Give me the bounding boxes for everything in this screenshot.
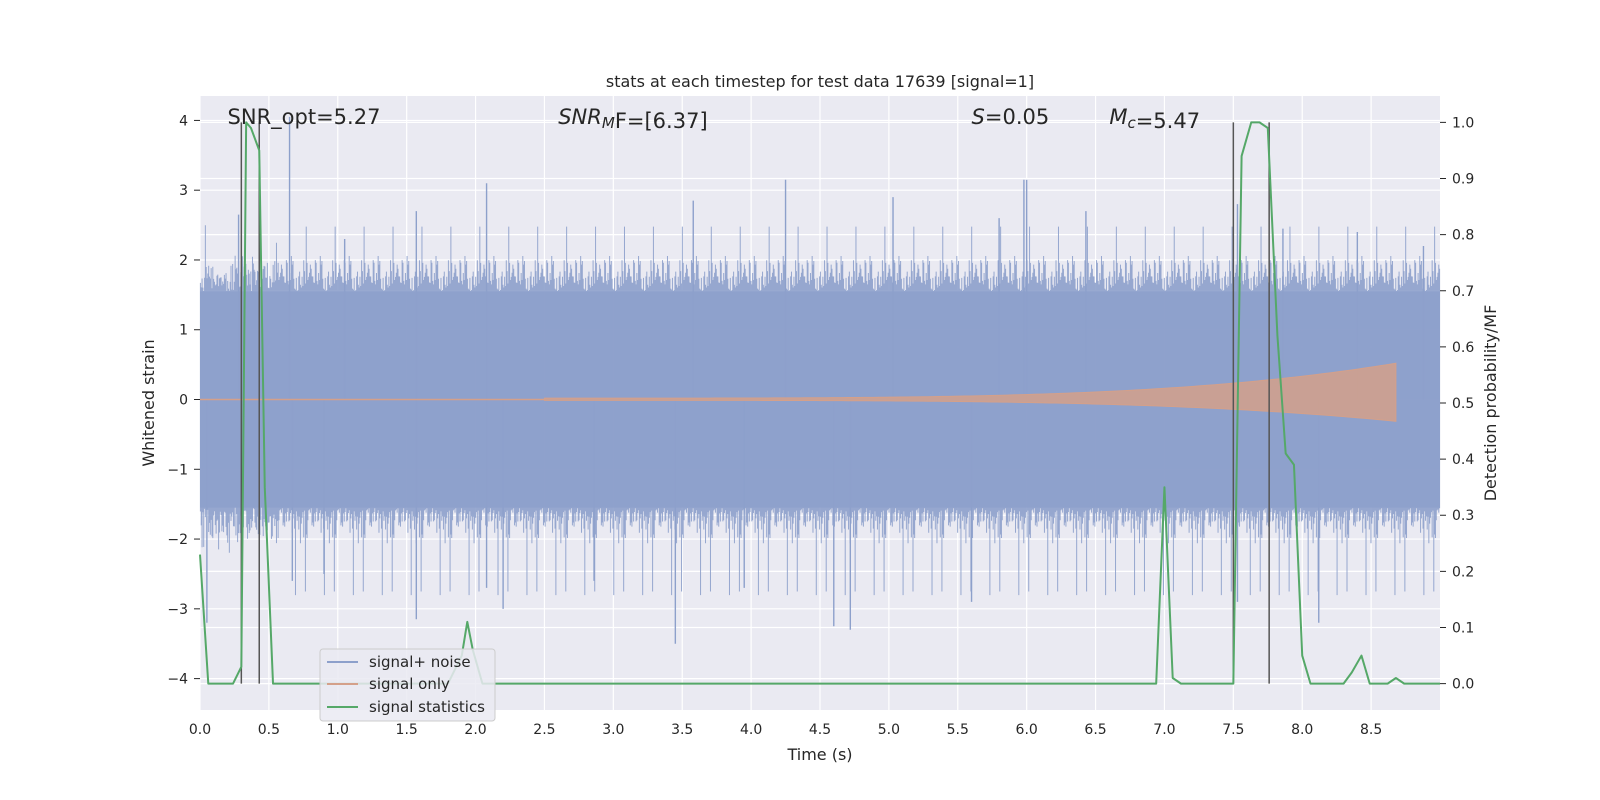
legend-label-signal-noise: signal+ noise (369, 653, 471, 671)
legend-label-signal-only: signal only (369, 675, 450, 693)
x-tick-label: 4.5 (809, 722, 831, 738)
signal-statistics-series (199, 121, 1440, 685)
legend: signal+ noise signal only signal statist… (319, 648, 496, 722)
y-left-tick-label: 4 (179, 113, 188, 129)
x-tick-label: 3.5 (671, 722, 693, 738)
annotation-3: Mc=5.47 (1109, 105, 1200, 133)
y-right-tick-label: 0.3 (1452, 508, 1474, 524)
annotations: SNR_opt=5.27 SNRMF=[6.37] S=0.05 Mc=5.47 (228, 105, 1201, 133)
signal-statistics-line (199, 121, 1440, 685)
annotation-2: S=0.05 (972, 105, 1050, 129)
x-tick-label: 5.5 (947, 722, 969, 738)
x-tick-label: 3.0 (602, 722, 624, 738)
y-right-tick-label: 0.8 (1452, 228, 1474, 244)
y-right-tick-label: 0.5 (1452, 396, 1474, 412)
y-right-tick-label: 0.7 (1452, 284, 1474, 300)
x-axis-label: Time (s) (786, 745, 852, 764)
y-left-tick-label: 2 (179, 253, 188, 269)
x-tick-label: 6.0 (1016, 722, 1038, 738)
y-axis-right-label: Detection probability/MF (1481, 305, 1500, 502)
x-tick-label: 4.0 (740, 722, 762, 738)
y-axis-left-label: Whitened strain (139, 339, 158, 466)
y-left-tick-label: 0 (179, 393, 188, 409)
y-right-tick-label: 0.6 (1452, 340, 1474, 356)
y-right-tick-label: 0.2 (1452, 564, 1474, 580)
y-left-tick-label: −3 (167, 602, 188, 618)
tick-labels: 0.0 0.5 1.0 1.5 2.0 2.5 3.0 3.5 4.0 4.5 5.0 5.5 6.0 6… (167, 113, 1474, 738)
x-tick-label: 1.5 (396, 722, 418, 738)
x-tick-label: 8.5 (1360, 722, 1382, 738)
chirp-envelope (543, 362, 1397, 422)
legend-box (319, 648, 496, 722)
y-left-tick-label: −4 (167, 672, 188, 688)
x-tick-label: 6.5 (1084, 722, 1106, 738)
noise-lower-spikes (199, 399, 1441, 596)
y-left-tick-label: 1 (179, 323, 188, 339)
x-tick-label: 2.0 (464, 722, 486, 738)
x-tick-label: 5.0 (878, 722, 900, 738)
y-right-tick-label: 0.1 (1452, 620, 1474, 636)
annotation-1: SNRMF=[6.37] (558, 105, 707, 133)
chart-title: stats at each timestep for test data 176… (606, 72, 1034, 91)
x-tick-label: 1.0 (327, 722, 349, 738)
signal-only-series (200, 362, 1397, 422)
y-left-tick-label: −1 (167, 462, 188, 478)
y-left-tick-label: 3 (179, 183, 188, 199)
x-tick-label: 7.5 (1222, 722, 1244, 738)
y-right-tick-label: 1.0 (1452, 115, 1474, 131)
annotation-0: SNR_opt=5.27 (228, 105, 381, 130)
x-tick-label: 2.5 (533, 722, 555, 738)
x-tick-label: 8.0 (1291, 722, 1313, 738)
x-tick-label: 0.5 (258, 722, 280, 738)
legend-label-signal-statistics: signal statistics (369, 698, 485, 716)
y-left-tick-label: −2 (167, 532, 188, 548)
x-tick-label: 0.0 (189, 722, 211, 738)
x-tick-label: 7.0 (1153, 722, 1175, 738)
y-right-tick-label: 0.4 (1452, 452, 1474, 468)
y-right-tick-label: 0.9 (1452, 172, 1474, 188)
y-right-tick-label: 0.0 (1452, 677, 1474, 693)
